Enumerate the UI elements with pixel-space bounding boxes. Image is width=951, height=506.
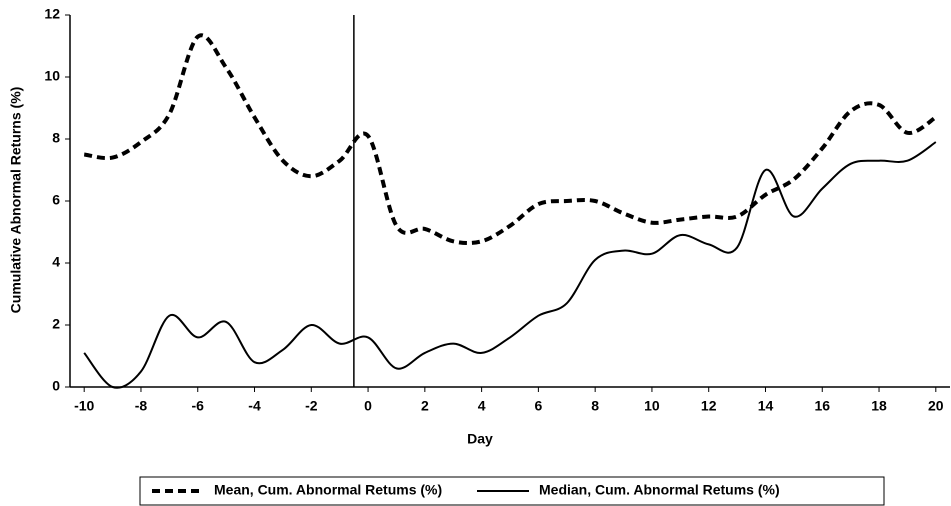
x-tick-label: 20 [928, 398, 944, 414]
legend-label: Mean, Cum. Abnormal Retums (%) [214, 482, 442, 498]
series-line [83, 141, 937, 389]
series-line [83, 33, 937, 246]
x-tick-label: 2 [421, 398, 429, 414]
y-axis-label: Cumulative Abnormal Returns (%) [8, 87, 24, 314]
x-tick-label: 8 [591, 398, 599, 414]
y-tick-label: 0 [52, 378, 60, 394]
x-tick-label: -10 [74, 398, 94, 414]
x-tick-label: -8 [135, 398, 148, 414]
x-tick-label: 4 [478, 398, 486, 414]
x-tick-label: -4 [248, 398, 261, 414]
x-tick-label: 16 [814, 398, 830, 414]
y-tick-label: 10 [44, 68, 60, 84]
y-tick-label: 12 [44, 6, 60, 22]
y-tick-label: 8 [52, 130, 60, 146]
legend-box [139, 476, 885, 506]
y-tick-label: 6 [52, 192, 60, 208]
x-tick-label: -2 [305, 398, 318, 414]
y-tick-label: 2 [52, 316, 60, 332]
x-tick-label: 6 [534, 398, 542, 414]
x-axis-label: Day [467, 431, 493, 447]
x-tick-label: 10 [644, 398, 660, 414]
y-tick-label: 4 [52, 254, 60, 270]
x-tick-label: 12 [701, 398, 717, 414]
legend-label: Median, Cum. Abnormal Retums (%) [539, 482, 780, 498]
x-tick-label: 18 [871, 398, 887, 414]
x-tick-label: 0 [364, 398, 372, 414]
x-tick-label: -6 [192, 398, 205, 414]
x-tick-label: 14 [758, 398, 774, 414]
